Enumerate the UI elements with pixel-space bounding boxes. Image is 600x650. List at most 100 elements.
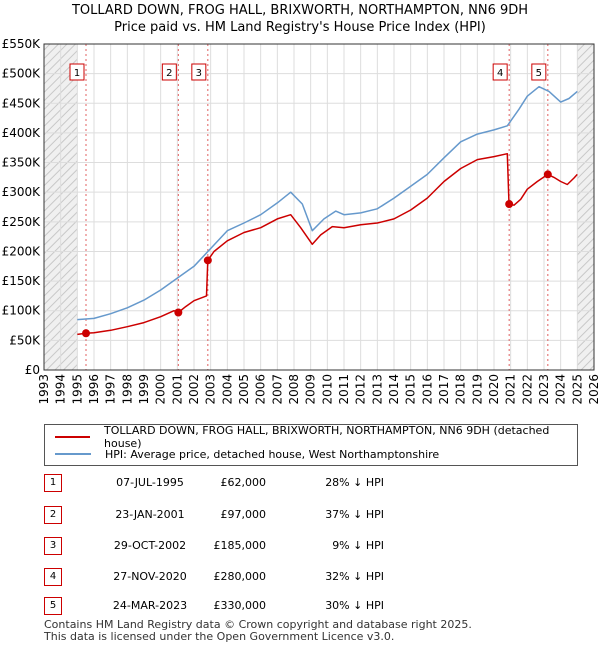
sale-number-badge: 2 [44, 506, 62, 524]
y-axis-ticks: £0 £50K £100K £150K £200K £250K £300K £350K £400… [2, 37, 42, 377]
sale-hpi-diff: 30% ↓ HPI [325, 599, 384, 612]
x-tick-label: 1999 [137, 374, 151, 405]
sale-label: 2 [161, 63, 177, 81]
y-tick-label: £450K [2, 96, 42, 110]
x-tick-label: 2013 [370, 374, 384, 405]
sale-row: 1 07-JUL-1995 £62,000 28% ↓ HPI [44, 474, 584, 492]
legend-item-hpi: HPI: Average price, detached house, West… [55, 446, 439, 462]
sale-number-badge: 5 [44, 597, 62, 615]
x-tick-label: 2024 [554, 374, 568, 405]
price-chart: 1 2 3 4 5 £0 £50K £100K £150K £200K £250K £300K £35… [2, 37, 600, 405]
sale-labels: 1 2 3 4 5 [69, 63, 547, 81]
y-tick-label: £300K [2, 185, 42, 199]
x-tick-label: 2026 [587, 374, 600, 405]
x-tick-label: 2007 [270, 374, 284, 405]
x-tick-label: 2006 [254, 374, 268, 405]
x-tick-label: 2001 [170, 374, 184, 405]
sale-points [82, 170, 552, 338]
sale-hpi-diff: 37% ↓ HPI [325, 508, 384, 521]
chart-title: TOLLARD DOWN, FROG HALL, BRIXWORTH, NORT… [0, 2, 600, 36]
x-tick-label: 2008 [287, 374, 301, 405]
sale-date: 27-NOV-2020 [113, 570, 187, 583]
legend-label-property: TOLLARD DOWN, FROG HALL, BRIXWORTH, NORT… [104, 424, 550, 450]
y-tick-label: £200K [2, 244, 42, 258]
x-axis-ticks: 1993 1994 1995 1996 1997 1998 1999 2000 2001 2002… [37, 374, 600, 405]
x-tick-label: 2012 [354, 374, 368, 405]
sale-date: 29-OCT-2002 [113, 539, 187, 552]
x-tick-label: 1998 [120, 374, 134, 405]
y-tick-label: £100K [2, 304, 42, 318]
sale-number-badge: 1 [44, 474, 62, 492]
sale-number-badge: 3 [44, 537, 62, 555]
y-tick-label: £0 [25, 363, 40, 377]
footer-copyright: Contains HM Land Registry data © Crown c… [44, 618, 472, 631]
sale-label-number: 2 [166, 68, 172, 79]
legend-item-property: TOLLARD DOWN, FROG HALL, BRIXWORTH, NORT… [55, 424, 577, 450]
sale-price: £185,000 [213, 539, 267, 552]
x-tick-label: 2025 [570, 374, 584, 405]
x-tick-label: 2000 [154, 374, 168, 405]
x-tick-label: 2005 [237, 374, 251, 405]
sale-point [174, 308, 183, 317]
sale-date: 23-JAN-2001 [115, 508, 185, 521]
sale-date: 07-JUL-1995 [116, 476, 184, 489]
sale-label-box [531, 63, 547, 81]
sale-label: 1 [69, 63, 85, 81]
y-tick-label: £400K [2, 126, 42, 140]
y-tick-label: £550K [2, 37, 42, 51]
sale-label: 3 [191, 63, 207, 81]
legend-swatch-hpi [55, 453, 91, 455]
sale-number-badge: 4 [44, 568, 62, 586]
x-tick-label: 2019 [470, 374, 484, 405]
sale-row: 5 24-MAR-2023 £330,000 30% ↓ HPI [44, 597, 584, 615]
legend: TOLLARD DOWN, FROG HALL, BRIXWORTH, NORT… [44, 424, 578, 466]
x-tick-label: 2011 [337, 374, 351, 405]
sale-point [82, 329, 90, 338]
x-tick-label: 2018 [454, 374, 468, 405]
footer: Contains HM Land Registry data © Crown c… [44, 619, 584, 643]
x-tick-label: 2020 [487, 374, 501, 405]
plot-border [43, 43, 595, 371]
plot-area [44, 44, 594, 370]
x-tick-label: 2021 [504, 374, 518, 405]
x-tick-label: 2017 [437, 374, 451, 405]
sale-label: 4 [492, 63, 508, 81]
sale-label: 5 [531, 63, 547, 81]
sale-price: £280,000 [213, 570, 267, 583]
x-tick-label: 1996 [87, 374, 101, 405]
title-line: TOLLARD DOWN, FROG HALL, BRIXWORTH, NORT… [71, 3, 529, 18]
y-tick-label: £150K [2, 274, 42, 288]
x-tick-label: 2016 [420, 374, 434, 405]
sale-row: 3 29-OCT-2002 £185,000 9% ↓ HPI [44, 537, 584, 555]
sale-label-box [161, 63, 177, 81]
sale-label-box [69, 63, 85, 81]
x-tick-label: 2002 [187, 374, 201, 405]
sale-label-number: 1 [74, 68, 80, 79]
sale-point [203, 256, 212, 265]
y-tick-label: £50K [9, 333, 41, 347]
x-tick-label: 2003 [204, 374, 218, 405]
x-tick-label: 1993 [37, 374, 51, 405]
sale-price: £330,000 [213, 599, 267, 612]
x-tick-label: 2023 [537, 374, 551, 405]
x-tick-label: 2015 [404, 374, 418, 405]
legend-label-hpi: HPI: Average price, detached house, West… [105, 447, 440, 461]
sale-date: 24-MAR-2023 [112, 599, 188, 612]
sale-label-number: 5 [536, 68, 542, 79]
shaded-range [577, 44, 594, 370]
hpi-series-line [77, 85, 578, 321]
sale-row: 2 23-JAN-2001 £97,000 37% ↓ HPI [44, 506, 584, 524]
sale-hpi-diff: 32% ↓ HPI [325, 570, 384, 583]
sale-price: £97,000 [220, 508, 267, 521]
sale-label-box [492, 63, 508, 81]
sale-row: 4 27-NOV-2020 £280,000 32% ↓ HPI [44, 568, 584, 586]
x-tick-label: 1994 [54, 374, 68, 405]
x-tick-label: 1997 [104, 374, 118, 405]
sale-point [543, 170, 552, 179]
x-tick-label: 2009 [304, 374, 318, 405]
x-tick-label: 2014 [387, 374, 401, 405]
sale-hpi-diff: 9% ↓ HPI [332, 539, 384, 552]
x-tick-label: 1995 [70, 374, 84, 405]
subtitle-line: Price paid vs. HM Land Registry's House … [114, 20, 486, 35]
sale-label-box [191, 63, 207, 81]
